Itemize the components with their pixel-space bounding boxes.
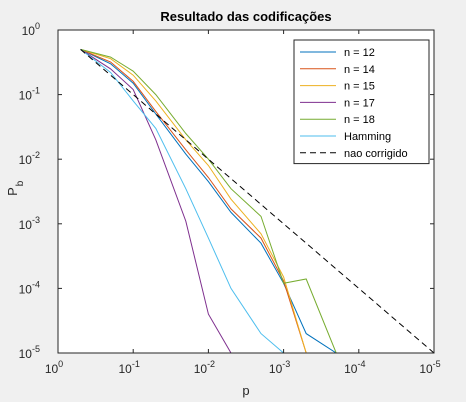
legend-box (293, 39, 430, 165)
x-tick-label-4: 10-4 (344, 359, 365, 376)
series-line-1 (80, 48, 434, 353)
series-line-5 (80, 49, 434, 353)
series-layer (80, 48, 434, 353)
y-tick-label-4: 10-4 (19, 279, 40, 296)
x-tick-label-2: 10-2 (194, 359, 215, 376)
legend: n = 12 n = 14 n = 15 n = 17 n = 18 Hamming nao… (293, 39, 430, 165)
legend-label-4: n = 18 (344, 114, 375, 126)
series-line-3 (80, 48, 434, 353)
legend-label-2: n = 15 (344, 81, 375, 93)
x-tick-label-1: 10-1 (119, 359, 140, 376)
series-line-0 (80, 48, 434, 353)
legend-label-5: Hamming (344, 131, 391, 143)
ticks-layer: 100 10-1 10-2 10-3 10-4 10-5 100 10-1 10-2 10-3 10… (19, 21, 441, 376)
series-line-4 (80, 48, 434, 353)
legend-label-1: n = 14 (344, 64, 375, 76)
y-axis-title-group: P b (5, 180, 26, 196)
y-tick-label-0: 100 (22, 21, 40, 38)
y-tick-label-1: 10-1 (19, 86, 40, 103)
y-tick-label-2: 10-2 (19, 150, 40, 167)
axes-box (57, 29, 435, 354)
legend-label-3: n = 17 (344, 97, 375, 109)
x-axis-title: p (242, 383, 249, 398)
series-line-2 (80, 48, 434, 353)
y-axis-title: P (5, 187, 20, 196)
x-tick-label-0: 100 (45, 359, 63, 376)
y-tick-label-5: 10-5 (19, 344, 40, 361)
x-tick-label-3: 10-3 (269, 359, 290, 376)
y-tick-label-3: 10-3 (19, 215, 40, 232)
y-axis-title-subscript: b (15, 180, 26, 186)
chart-title: Resultado das codificações (160, 9, 331, 24)
legend-label-6: nao corrigido (344, 148, 408, 160)
x-tick-label-5: 10-5 (419, 359, 440, 376)
legend-label-0: n = 12 (344, 47, 375, 59)
